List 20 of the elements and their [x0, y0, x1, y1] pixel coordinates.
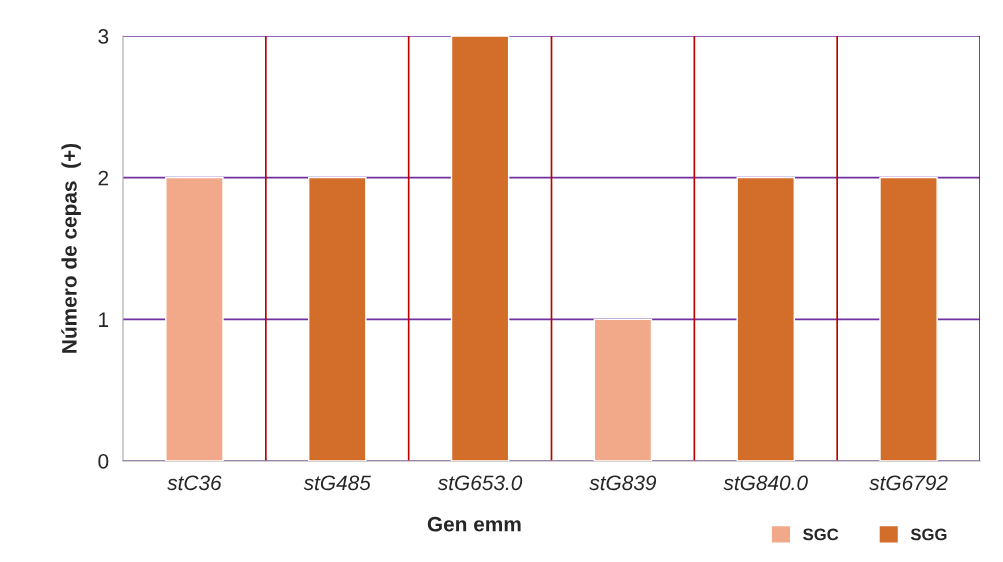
legend-label: SGC — [803, 528, 839, 541]
x-tick-label: stG485 — [303, 475, 371, 491]
bar — [450, 36, 510, 461]
x-tick-label: stG840.0 — [723, 475, 808, 491]
y-tick-label: 3 — [98, 29, 109, 44]
x-tick-label: stG6792 — [869, 475, 948, 491]
y-tick-label: 1 — [99, 312, 109, 327]
x-tick-label: stG839 — [589, 475, 657, 491]
y-axis-title: Número de cepas (+) — [61, 143, 81, 353]
legend-label: SGG — [910, 528, 947, 541]
bar — [593, 318, 653, 461]
x-tick-label: stC36 — [167, 475, 222, 491]
bar — [736, 176, 796, 461]
x-axis-title: Gen emm — [427, 516, 521, 532]
bar — [879, 176, 938, 461]
y-tick-label: 2 — [98, 170, 109, 186]
x-tick-label: stG653.0 — [437, 475, 523, 491]
bar — [165, 176, 224, 461]
y-tick-label: 0 — [98, 454, 109, 469]
bar — [307, 176, 367, 461]
